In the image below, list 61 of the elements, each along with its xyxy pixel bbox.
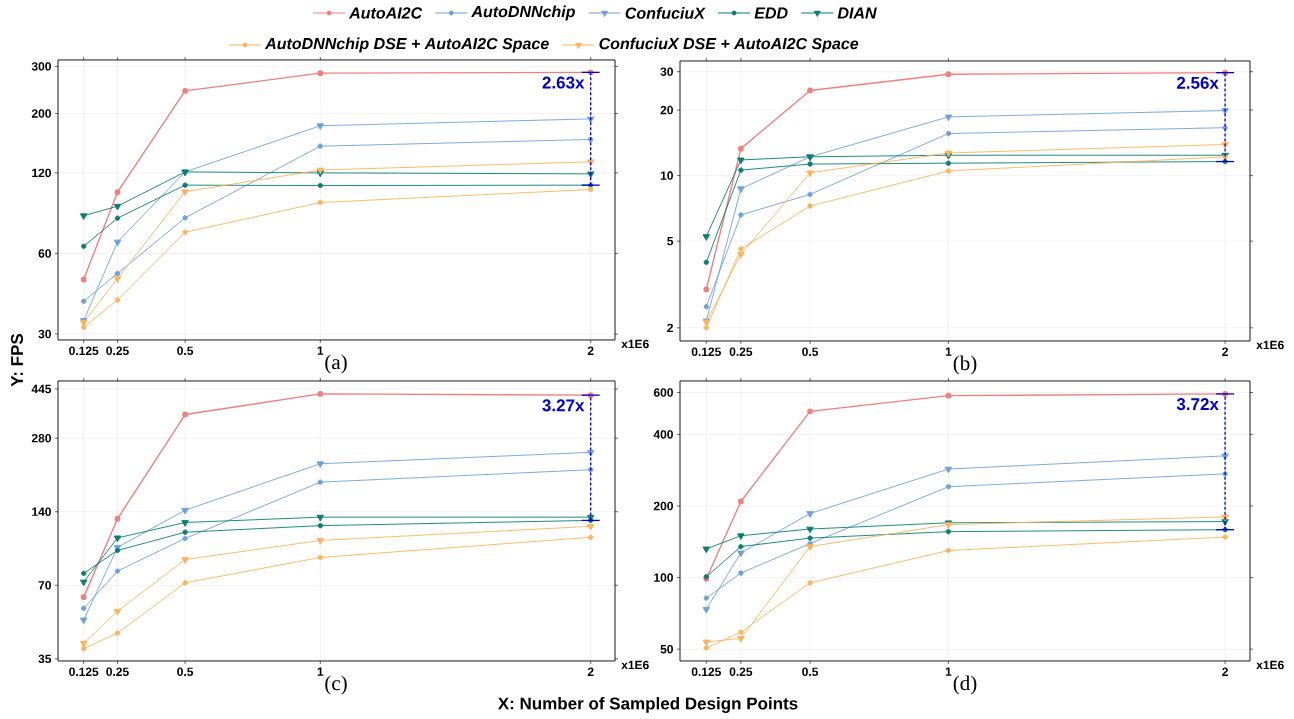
y-tick-label: 60	[38, 249, 51, 258]
legend-label: ConfuciuX	[625, 7, 706, 19]
y-tick-label: 445	[31, 384, 52, 394]
x-tick-label: 1	[945, 347, 952, 356]
y-tick-label: 280	[31, 433, 51, 443]
annotation: 2.56x	[1176, 76, 1219, 89]
x-axis-title: x1E6	[1256, 340, 1284, 350]
y-tick-label: 2	[667, 323, 673, 333]
y-tick-label: 20	[660, 105, 673, 115]
x-tick-label: 2	[1222, 347, 1228, 356]
legend-label: EDD	[754, 7, 788, 19]
x-tick-label: 0.125	[69, 346, 99, 355]
legend-label: DIAN	[837, 7, 877, 19]
text: (d)	[953, 675, 977, 695]
y-tick-label: 5	[667, 236, 674, 246]
y-tick-label: 30	[660, 67, 673, 76]
x-tick-label: 0.5	[802, 347, 819, 356]
y-tick-label: 600	[653, 388, 673, 397]
y-tick-label: 300	[31, 62, 51, 71]
y-tick-label: 10	[660, 171, 673, 180]
y-tick-label: 140	[32, 507, 51, 516]
y-tick-label: 100	[654, 573, 673, 582]
text: X: Number of Sampled Design Points	[497, 697, 798, 713]
text: (c)	[325, 675, 347, 695]
y-tick-label: 35	[38, 654, 52, 664]
legend-label: AutoAI2C	[348, 7, 423, 19]
legend-label: ConfuciuX DSE + AutoAI2C Space	[599, 37, 859, 53]
text: (b)	[953, 355, 977, 375]
x-axis-title: x1E6	[1256, 660, 1284, 670]
x-tick-label: 2	[587, 346, 594, 355]
x-tick-label: 0.5	[177, 667, 194, 676]
annotation: 3.27x	[542, 399, 585, 412]
x-tick-label: 0.125	[691, 347, 721, 356]
x-tick-label: 0.5	[177, 346, 194, 355]
text: (a)	[325, 354, 347, 374]
x-tick-label: 0.125	[69, 667, 99, 676]
legend-label: AutoDNNchip	[471, 5, 575, 21]
x-tick-label: 1	[945, 667, 952, 676]
x-tick-label: 0.5	[802, 667, 819, 676]
legend-label: AutoDNNchip DSE + AutoAI2C Space	[264, 37, 549, 53]
x-tick-label: 1	[317, 346, 324, 355]
x-tick-label: 0.25	[729, 667, 753, 676]
y-tick-label: 120	[32, 168, 51, 178]
x-tick-label: 1	[317, 667, 324, 676]
x-axis-title: x1E6	[621, 660, 649, 670]
x-tick-label: 0.25	[106, 346, 129, 355]
x-tick-label: 0.125	[691, 667, 721, 676]
y-tick-label: 30	[38, 329, 51, 339]
x-axis-title: x1E6	[621, 339, 649, 349]
annotation: 3.72x	[1176, 398, 1219, 411]
y-tick-label: 200	[653, 501, 673, 511]
y-tick-label: 400	[653, 430, 673, 439]
y-tick-label: 200	[31, 109, 51, 118]
x-tick-label: 0.25	[729, 347, 753, 356]
y-axis-title: Y: FPS	[10, 333, 24, 387]
annotation: 2.63x	[542, 76, 585, 89]
y-tick-label: 70	[38, 581, 51, 590]
y-tick-label: 50	[660, 644, 673, 654]
x-tick-label: 0.25	[106, 667, 129, 676]
x-tick-label: 2	[1222, 667, 1228, 676]
x-tick-label: 2	[587, 667, 594, 676]
